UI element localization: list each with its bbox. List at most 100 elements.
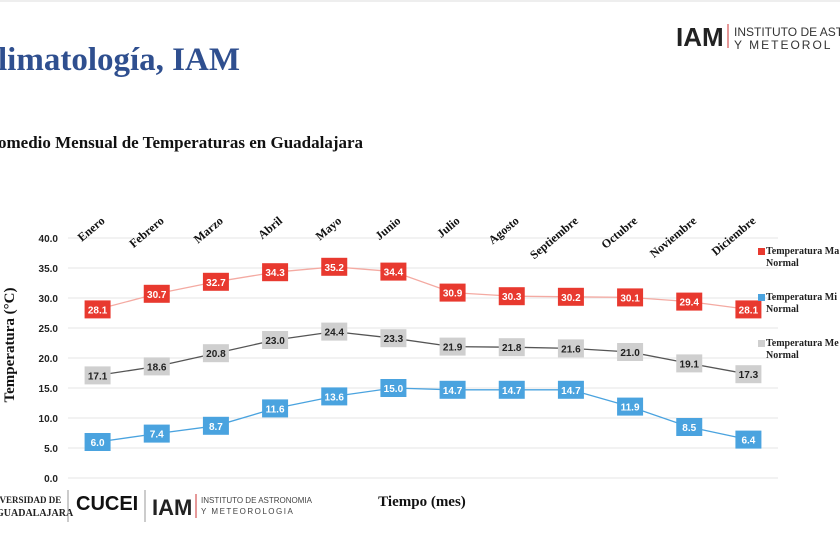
data-label: 28.1 <box>739 305 759 316</box>
data-point <box>84 433 111 451</box>
data-label: 8.7 <box>209 422 223 433</box>
data-label: 8.5 <box>682 423 696 434</box>
data-point <box>439 337 466 356</box>
data-point <box>262 331 289 349</box>
footer-text: GUADALAJARA <box>0 508 74 519</box>
x-tick-label: Enero <box>75 214 108 245</box>
line <box>97 266 749 311</box>
data-label: 30.2 <box>561 293 581 304</box>
data-label: 19.1 <box>680 359 700 370</box>
logo-text: INSTITUTO DE ASTRONO <box>734 25 840 39</box>
data-point <box>143 424 170 443</box>
data-label: 17.1 <box>88 371 108 382</box>
footer-logo: CUCEI <box>76 493 138 515</box>
y-tick-label: 15.0 <box>39 384 59 395</box>
data-label: 13.6 <box>325 392 345 403</box>
data-point <box>617 288 644 307</box>
y-tick-label: 25.0 <box>39 324 59 335</box>
data-label: 34.3 <box>265 268 285 279</box>
x-tick-label: Julio <box>434 214 462 241</box>
data-label: 21.0 <box>620 348 640 359</box>
data-point <box>735 300 762 319</box>
data-point <box>439 380 466 399</box>
data-label: 30.7 <box>147 290 167 301</box>
footer-text: INSTITUTO DE ASTRONOMIA <box>201 496 313 505</box>
data-label: 7.4 <box>150 430 164 441</box>
x-tick-label: Mayo <box>313 214 344 244</box>
data-point <box>262 263 289 282</box>
data-point <box>143 284 170 303</box>
legend-swatch <box>758 294 765 301</box>
data-label: 28.1 <box>88 305 108 316</box>
data-point <box>380 379 407 397</box>
footer-text: Y METEOROLOGIA <box>201 507 294 516</box>
data-point <box>557 380 584 399</box>
line <box>97 330 749 377</box>
data-point <box>498 380 525 399</box>
data-point <box>735 430 762 449</box>
x-tick-label: Agosto <box>486 214 522 247</box>
data-label: 29.4 <box>680 298 700 309</box>
logo-text: Y METEOROL <box>734 38 832 52</box>
data-label: 24.4 <box>325 328 345 339</box>
x-tick-label: Octubre <box>598 213 640 251</box>
data-label: 17.3 <box>739 370 759 381</box>
y-axis-label: Temperatura (°C) <box>2 287 18 402</box>
data-point <box>321 322 348 341</box>
legend-label: Temperatura Mi Normal <box>766 292 838 315</box>
data-label: 6.0 <box>91 438 105 449</box>
chart-title: omedio Mensual de Temperaturas en Guadal… <box>0 133 364 152</box>
data-point <box>380 329 407 348</box>
line <box>97 387 749 443</box>
data-label: 34.4 <box>384 268 404 279</box>
y-tick-label: 5.0 <box>44 444 58 455</box>
data-point <box>676 354 703 373</box>
y-tick-label: 40.0 <box>39 234 59 245</box>
x-tick-label: Marzo <box>191 214 226 247</box>
data-label: 11.6 <box>266 404 285 415</box>
data-label: 35.2 <box>325 263 345 274</box>
data-label: 18.6 <box>147 362 167 373</box>
data-label: 30.9 <box>443 289 463 300</box>
data-point <box>202 344 229 363</box>
footer-logo: IAM <box>152 495 192 520</box>
data-label: 6.4 <box>741 436 755 447</box>
data-label: 15.0 <box>384 384 404 395</box>
data-label: 30.3 <box>502 292 522 303</box>
data-point <box>735 365 762 384</box>
legend-swatch <box>758 340 765 347</box>
legend-swatch <box>758 248 765 255</box>
x-tick-label: Diciembre <box>709 213 759 258</box>
data-label: 14.7 <box>502 386 522 397</box>
data-point <box>262 399 289 418</box>
y-tick-label: 35.0 <box>39 264 59 275</box>
logo: IAM <box>676 22 724 52</box>
data-point <box>439 283 466 302</box>
data-label: 20.8 <box>206 349 226 360</box>
data-label: 11.9 <box>621 403 640 414</box>
data-label: 23.3 <box>384 334 404 345</box>
data-point <box>557 339 584 358</box>
data-point <box>617 397 644 416</box>
data-point <box>676 292 703 311</box>
data-label: 21.8 <box>502 343 522 354</box>
data-point <box>84 366 111 385</box>
x-axis-label: Tiempo (mes) <box>378 494 466 510</box>
data-label: 32.7 <box>206 278 226 289</box>
data-point <box>380 262 407 281</box>
data-point <box>321 387 348 406</box>
x-tick-label: Noviembre <box>647 213 700 260</box>
data-point <box>202 272 229 291</box>
data-label: 21.6 <box>561 344 581 355</box>
data-label: 30.1 <box>620 293 640 304</box>
y-tick-label: 0.0 <box>44 474 58 485</box>
data-point <box>84 300 111 319</box>
data-label: 23.0 <box>265 336 285 347</box>
data-label: 14.7 <box>561 386 581 397</box>
y-tick-label: 20.0 <box>39 354 59 365</box>
data-point <box>202 416 229 435</box>
x-tick-label: Febrero <box>126 214 166 251</box>
data-point <box>321 257 348 276</box>
data-point <box>498 338 525 357</box>
